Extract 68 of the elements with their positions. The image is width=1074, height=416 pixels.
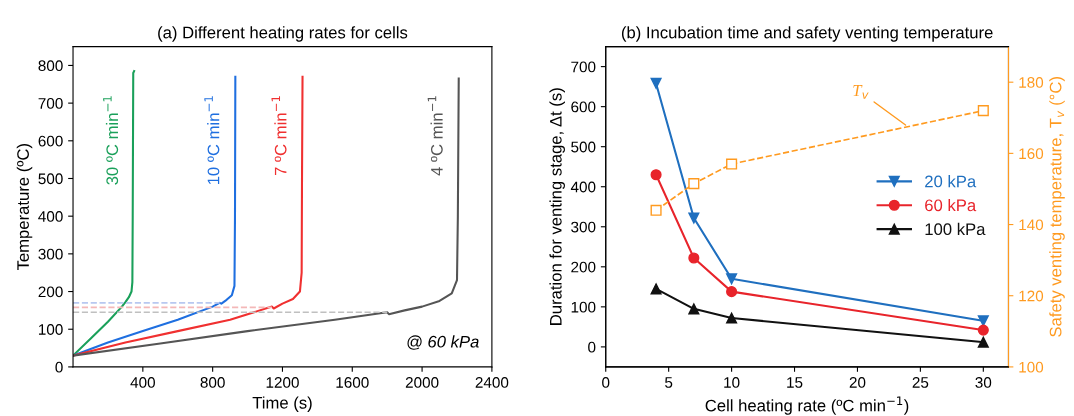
y2-axis-title: Safety venting temperature, T$_{v}$ (°C) xyxy=(1049,77,1065,337)
x-tick-label: 0 xyxy=(602,377,610,388)
point xyxy=(726,158,738,170)
point xyxy=(650,77,662,89)
annotation: @ 60 kPa xyxy=(407,335,479,350)
y-tick-label: 100 xyxy=(38,324,63,335)
text: 10 ºC min$^{−1}$ xyxy=(204,96,220,185)
y-tick-label: 0 xyxy=(588,341,596,353)
x-tick-label: 1200 xyxy=(266,377,299,388)
y2-tick-label: 180 xyxy=(1019,77,1044,88)
y-tick-label: 400 xyxy=(570,181,596,193)
y2-tick-label: 160 xyxy=(1019,148,1044,160)
point xyxy=(977,336,989,348)
x-axis-title: Time (s) xyxy=(252,396,312,412)
y-tick-label: 600 xyxy=(38,135,63,147)
chart-title: (a) Different heating rates for cells xyxy=(158,26,408,42)
x-tick-label: 5 xyxy=(665,377,673,388)
legend-label: 20 kPa xyxy=(925,175,977,188)
point xyxy=(726,312,738,324)
point xyxy=(726,286,738,298)
y-tick-label: 500 xyxy=(571,141,596,153)
y-tick-label: 100 xyxy=(571,301,596,313)
point xyxy=(688,178,700,190)
y-tick-label: 700 xyxy=(38,97,63,109)
y-tick-label: 800 xyxy=(38,60,63,72)
y-axis-title: Temperature (ºC) xyxy=(16,144,33,271)
y-tick-label: 0 xyxy=(55,361,63,373)
point xyxy=(688,252,700,264)
text: 7 ºC min$^{−1}$ xyxy=(271,96,287,176)
y-tick-label: 200 xyxy=(38,286,63,298)
annotation: T$_{v}$ xyxy=(853,85,869,99)
y-tick-label: 400 xyxy=(38,211,63,222)
x-axis-title: Cell heating rate (ºC min$^{−1}$) xyxy=(705,396,909,415)
point xyxy=(688,303,700,315)
x-tick-label: 20 xyxy=(849,377,866,388)
text: 30 ºC min$^{−1}$ xyxy=(103,96,119,185)
text: 4 ºC min$^{−1}$ xyxy=(427,96,443,176)
x-tick-label: 400 xyxy=(130,377,155,388)
y-tick-label: 500 xyxy=(38,173,63,185)
line-series xyxy=(73,70,136,357)
y2-tick-label: 120 xyxy=(1019,290,1044,302)
y2-tick-label: 100 xyxy=(1019,361,1044,373)
point xyxy=(650,283,662,295)
line-series xyxy=(73,75,237,357)
legend-label: 100 kPa xyxy=(925,222,986,236)
point xyxy=(726,273,738,285)
legend-label: 60 kPa xyxy=(925,198,977,212)
chart-title: (b) Incubation time and safety venting temperature xyxy=(621,26,993,42)
point xyxy=(688,212,700,224)
y-tick-label: 300 xyxy=(571,221,596,233)
y2-tick-label: 140 xyxy=(1019,219,1044,231)
x-tick-label: 30 xyxy=(975,377,992,388)
y-axis-title: Duration for venting stage, Δt (s) xyxy=(549,88,565,325)
x-tick-label: 2000 xyxy=(405,377,439,388)
x-tick-label: 1600 xyxy=(336,377,369,388)
x-tick-label: 800 xyxy=(200,377,225,388)
point xyxy=(977,324,989,336)
x-tick-label: 2400 xyxy=(475,377,509,388)
x-tick-label: 10 xyxy=(724,377,740,388)
y-tick-label: 600 xyxy=(571,101,596,113)
point xyxy=(650,169,662,181)
point xyxy=(650,204,662,216)
point xyxy=(977,105,989,117)
y-tick-label: 200 xyxy=(571,261,596,273)
y-tick-label: 700 xyxy=(571,61,596,73)
x-tick-label: 25 xyxy=(912,377,929,388)
x-tick-label: 15 xyxy=(787,377,803,388)
y-tick-label: 300 xyxy=(38,248,63,260)
